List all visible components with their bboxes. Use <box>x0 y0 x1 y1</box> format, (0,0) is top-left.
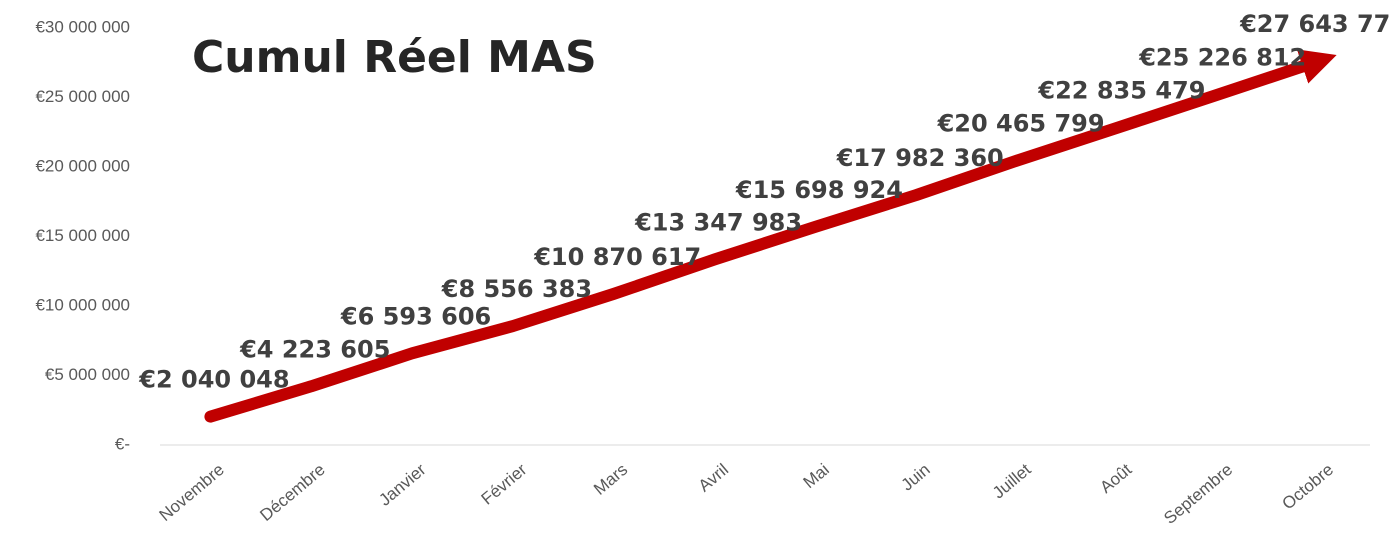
chart-title: Cumul Réel MAS <box>192 32 597 83</box>
x-tick-label: Juillet <box>989 460 1035 503</box>
y-tick-label: €30 000 000 <box>35 17 130 36</box>
x-tick-label: Mars <box>590 460 631 499</box>
data-label: €15 698 924 <box>735 176 903 204</box>
data-label: €6 593 606 <box>340 302 491 330</box>
line <box>204 49 1337 423</box>
data-label: €27 643 770 <box>1239 10 1391 38</box>
data-label: €25 226 812 <box>1138 43 1306 71</box>
x-tick-label: Février <box>478 460 531 509</box>
x-tick-label: Novembre <box>156 460 228 525</box>
data-label: €4 223 605 <box>239 335 390 363</box>
x-tick-label: Décembre <box>256 460 328 525</box>
data-label: €22 835 479 <box>1037 77 1205 105</box>
x-tick-label: Juin <box>898 460 934 495</box>
x-tick-label: Avril <box>695 460 732 496</box>
y-tick-label: €5 000 000 <box>45 365 130 384</box>
y-tick-label: €20 000 000 <box>35 156 130 175</box>
data-label: €8 556 383 <box>441 275 592 303</box>
y-tick-label: €10 000 000 <box>35 295 130 314</box>
x-tick-label: Septembre <box>1160 460 1236 528</box>
data-label: €10 870 617 <box>533 243 701 271</box>
data-label: €17 982 360 <box>836 144 1004 172</box>
data-label: €2 040 048 <box>138 366 289 394</box>
x-tick-label: Août <box>1096 460 1135 497</box>
data-label: €13 347 983 <box>634 208 802 236</box>
y-tick-label: €25 000 000 <box>35 87 130 106</box>
y-tick-label: €- <box>115 434 130 453</box>
x-tick-label: Octobre <box>1278 460 1337 513</box>
x-tick-label: Janvier <box>375 460 429 510</box>
data-label: €20 465 799 <box>937 110 1105 138</box>
x-tick-label: Mai <box>800 460 833 492</box>
y-tick-label: €15 000 000 <box>35 226 130 245</box>
